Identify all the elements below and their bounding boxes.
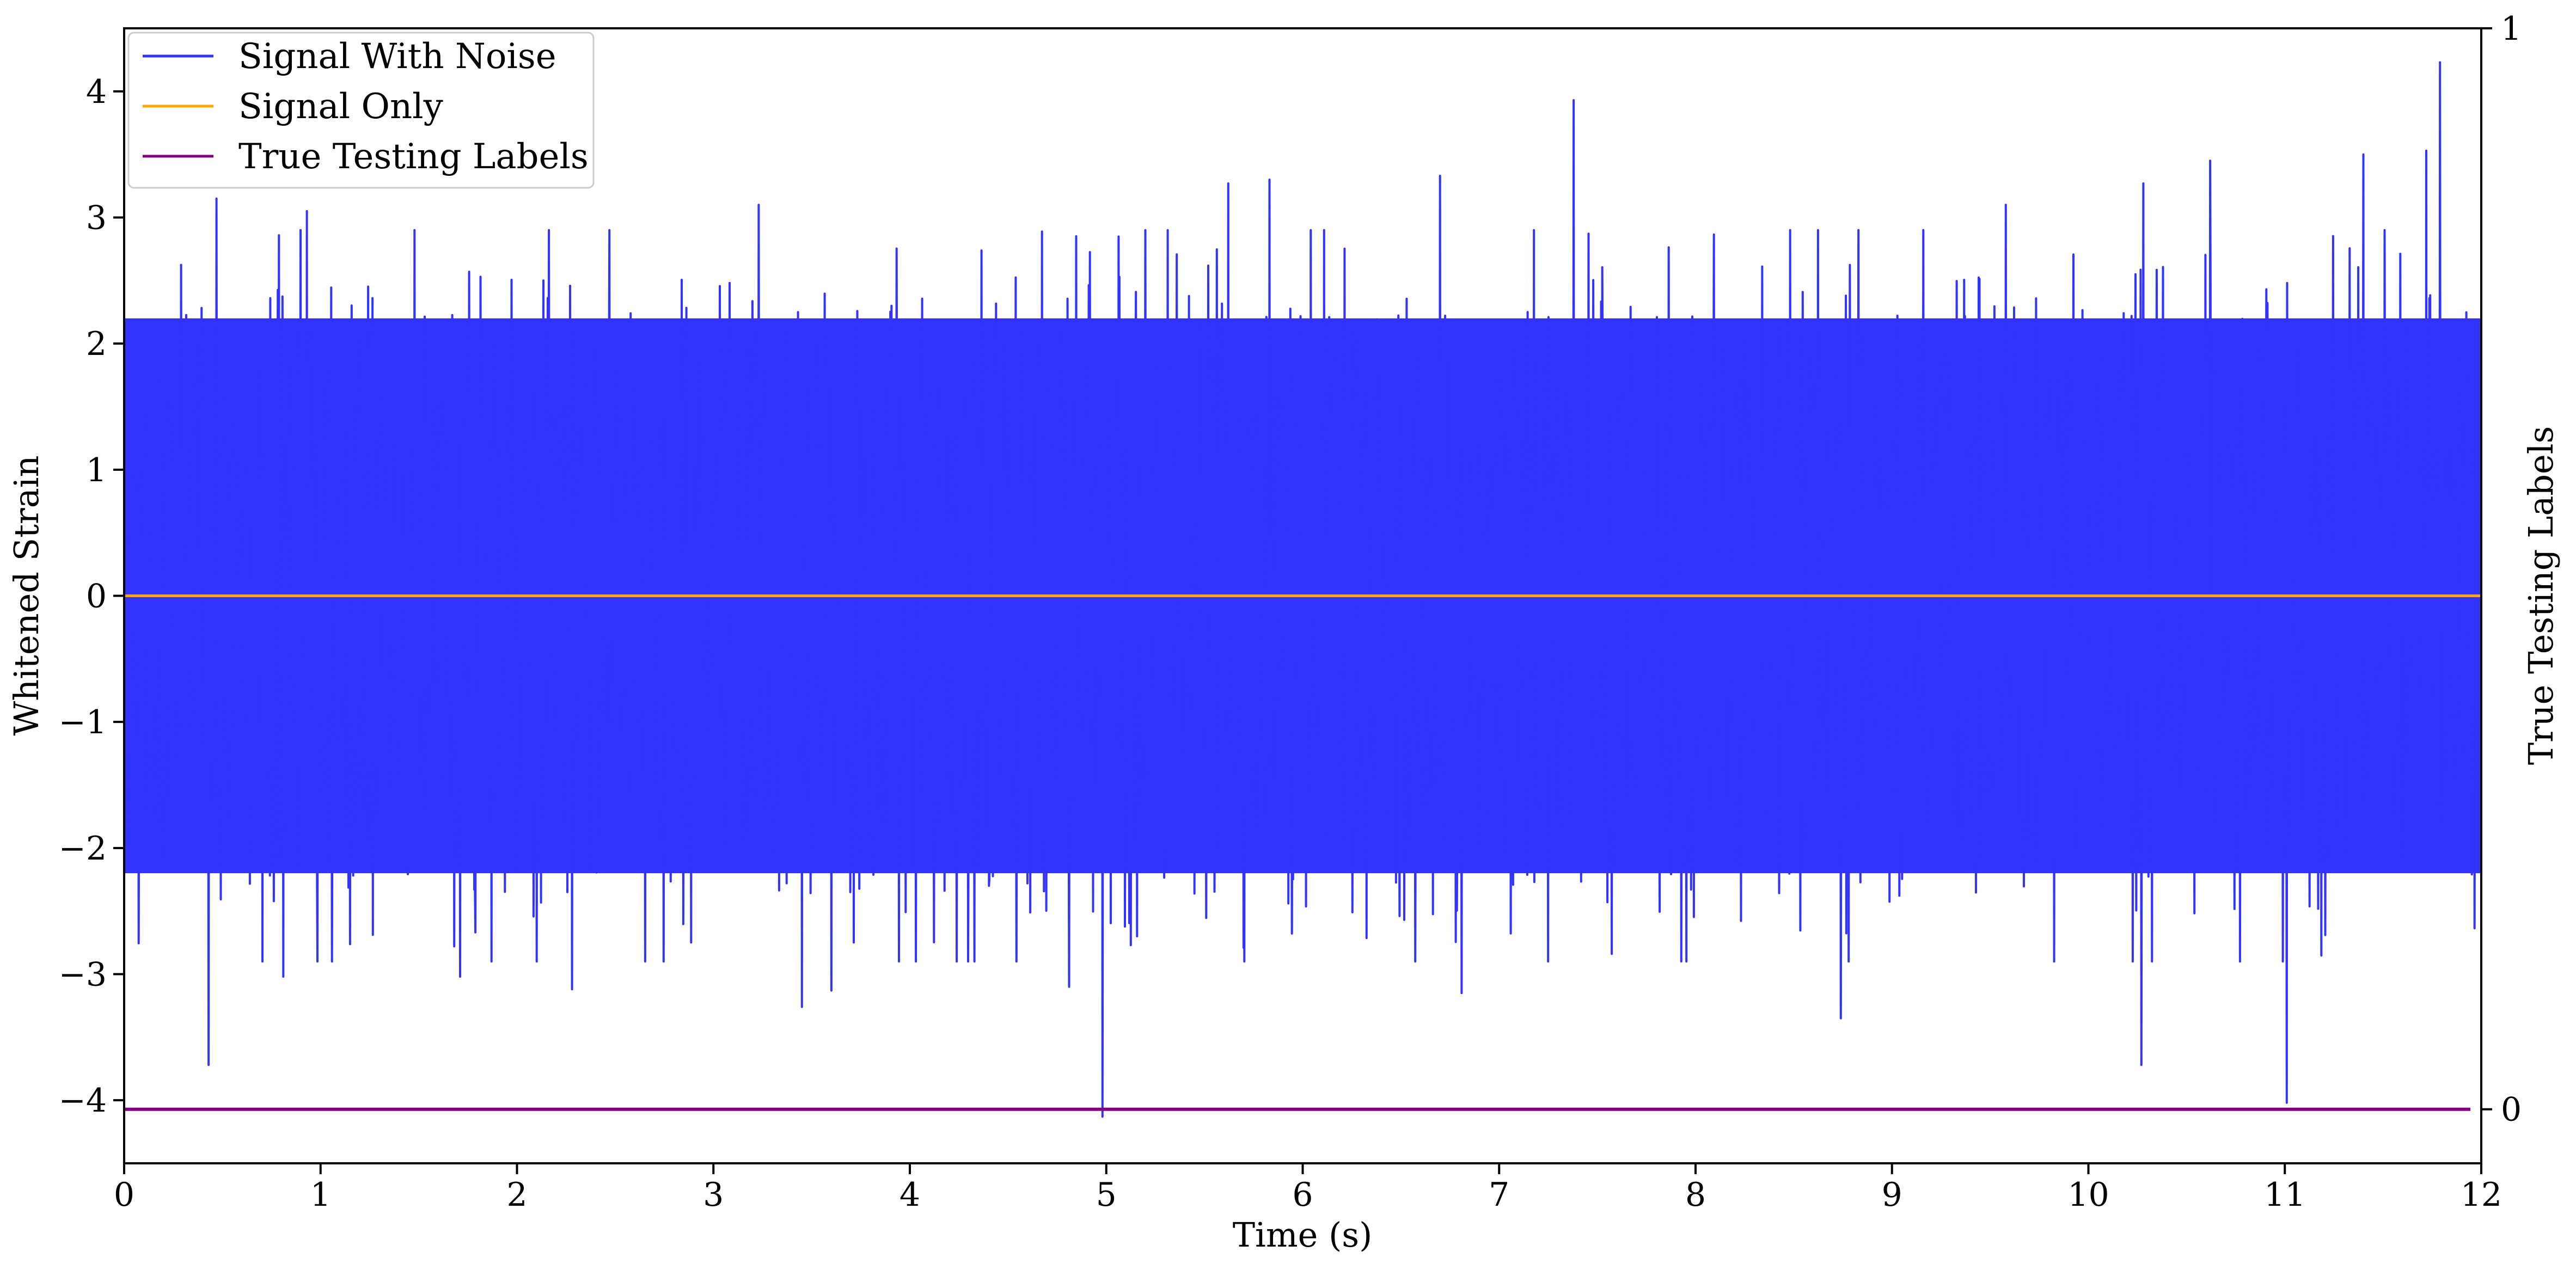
legend-label-signal-only: Signal Only [238,87,443,127]
x-axis: 0 1 2 3 4 5 6 7 8 9 10 11 12 [114,1163,2502,1214]
legend-box [127,32,595,189]
y-tick-label: −4 [59,1082,107,1120]
y2-axis-label: True Testing Labels [2521,426,2561,765]
y-tick-label: 0 [86,578,107,616]
plot-area [124,61,2481,1118]
x-tick-label: 11 [2264,1176,2305,1214]
x-tick-label: 3 [703,1176,724,1214]
y-tick-label: −2 [59,830,107,868]
x-tick-label: 10 [2067,1176,2109,1214]
signal-with-noise-line [124,61,2481,1118]
y-tick-label: 3 [86,199,107,237]
x-tick-label: 1 [310,1176,331,1214]
x-tick-label: 8 [1685,1176,1706,1214]
x-tick-label: 2 [506,1176,527,1214]
y2-tick-label: 0 [2501,1091,2522,1129]
y-axis-label: Whitened Strain [7,456,46,736]
x-tick-label: 0 [114,1176,134,1214]
x-axis-label: Time (s) [1233,1215,1373,1255]
x-tick-label: 12 [2461,1176,2502,1214]
y-tick-label: 1 [86,451,107,489]
x-tick-label: 6 [1292,1176,1313,1214]
x-tick-label: 7 [1489,1176,1509,1214]
x-tick-label: 5 [1096,1176,1117,1214]
y-tick-label: −1 [59,703,107,741]
y-tick-label: 2 [86,325,107,363]
y2-axis: 01 [2481,10,2522,1129]
y-tick-label: 4 [86,73,107,111]
legend-label-true-testing-labels: True Testing Labels [238,137,589,177]
y2-tick-label: 1 [2501,10,2522,48]
x-tick-label: 9 [1882,1176,1902,1214]
legend: Signal With Noise Signal Only True Testi… [127,32,595,189]
y-tick-label: −3 [59,956,107,994]
legend-label-signal-with-noise: Signal With Noise [238,36,556,77]
x-tick-label: 4 [900,1176,920,1214]
y-axis: −4 −3 −2 −1 0 1 2 3 4 [59,73,124,1120]
